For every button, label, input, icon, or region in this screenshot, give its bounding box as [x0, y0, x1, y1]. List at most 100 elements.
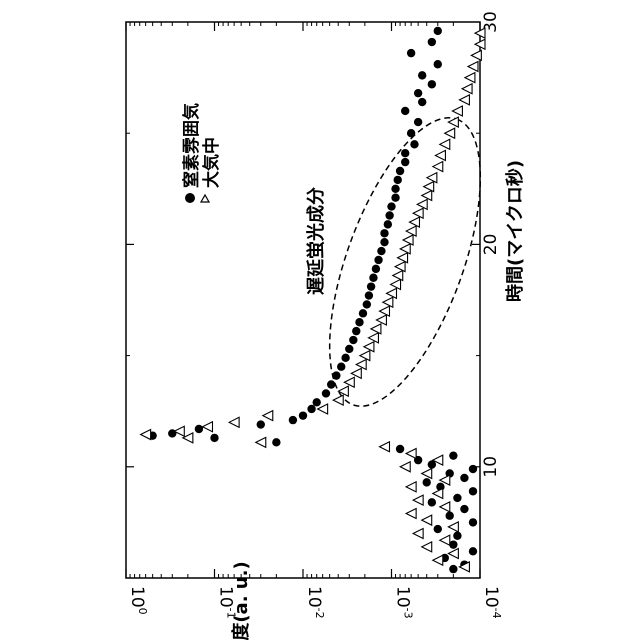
- data-point-nitrogen: [413, 117, 423, 127]
- data-point-air: [385, 287, 398, 300]
- data-point-nitrogen: [422, 478, 431, 487]
- data-point-nitrogen: [288, 415, 298, 425]
- data-point-air: [438, 500, 451, 513]
- data-point-nitrogen: [449, 451, 458, 460]
- data-point-air: [354, 358, 367, 371]
- data-point-air: [181, 431, 194, 444]
- data-point-air: [473, 38, 486, 51]
- data-point-air: [404, 447, 417, 460]
- data-point-nitrogen: [393, 175, 402, 185]
- data-point-air: [431, 487, 444, 500]
- plot-frame: [125, 21, 481, 579]
- data-point-nitrogen: [391, 193, 400, 202]
- data-point-nitrogen: [401, 149, 410, 158]
- data-point-air: [389, 278, 402, 291]
- y-axis-title: 強度(a. u.): [230, 561, 252, 640]
- data-point-air: [337, 385, 349, 398]
- data-point-nitrogen: [358, 309, 368, 318]
- data-point-air: [422, 180, 435, 193]
- data-point-air: [420, 540, 433, 553]
- data-point-nitrogen: [312, 398, 321, 407]
- data-point-nitrogen: [364, 291, 374, 300]
- data-point-nitrogen: [345, 344, 354, 354]
- legend-marker-nitrogen: [185, 193, 195, 203]
- data-point-nitrogen: [380, 229, 389, 238]
- data-point-air: [254, 436, 267, 449]
- data-point-nitrogen: [341, 353, 350, 363]
- data-point-air: [408, 216, 421, 229]
- data-point-nitrogen: [401, 106, 410, 116]
- data-point-nitrogen: [371, 264, 381, 274]
- data-point-air: [415, 198, 428, 211]
- data-point-nitrogen: [327, 380, 336, 389]
- data-point-air: [447, 116, 459, 128]
- data-point-air: [398, 242, 411, 255]
- data-point-air: [420, 189, 433, 202]
- data-point-nitrogen: [468, 487, 478, 496]
- data-point-nitrogen: [401, 157, 410, 167]
- x-tick-label: 10: [481, 456, 501, 478]
- data-point-nitrogen: [427, 498, 437, 507]
- y-tick-label: 10-4: [481, 586, 503, 619]
- data-point-nitrogen: [355, 318, 364, 327]
- data-point-nitrogen: [460, 504, 469, 514]
- data-point-air: [451, 105, 463, 117]
- data-point-air: [447, 520, 459, 533]
- data-point-air: [411, 494, 424, 507]
- y-tick-label: 10-2: [304, 586, 326, 619]
- data-point-air: [425, 171, 438, 184]
- data-point-nitrogen: [427, 80, 437, 89]
- data-point-nitrogen: [453, 493, 462, 503]
- data-point-nitrogen: [427, 37, 437, 47]
- data-point-air: [438, 474, 451, 487]
- data-point-nitrogen: [445, 469, 454, 478]
- data-point-air: [404, 225, 417, 237]
- data-point-air: [369, 323, 382, 335]
- data-point-nitrogen: [445, 511, 454, 520]
- data-point-air: [438, 534, 451, 547]
- data-point-nitrogen: [449, 540, 458, 549]
- data-point-air: [404, 480, 417, 493]
- data-point-air: [396, 251, 409, 264]
- legend-label-air: 大気中: [201, 137, 222, 188]
- data-point-nitrogen: [307, 404, 316, 414]
- data-point-nitrogen: [453, 531, 462, 540]
- data-point-air: [470, 49, 482, 62]
- data-point-air: [331, 394, 344, 406]
- data-point-nitrogen: [406, 48, 416, 58]
- data-point-air: [350, 367, 362, 380]
- data-point-air: [473, 27, 486, 40]
- data-point-nitrogen: [391, 184, 400, 193]
- data-point-air: [358, 349, 371, 362]
- data-point-nitrogen: [332, 371, 341, 380]
- data-point-air: [139, 428, 152, 441]
- data-point-air: [438, 138, 451, 151]
- data-point-air: [420, 467, 433, 480]
- data-point-nitrogen: [410, 140, 419, 149]
- data-point-air: [261, 409, 274, 422]
- data-point-nitrogen: [194, 424, 204, 434]
- data-point-air: [447, 547, 459, 560]
- y-tick-label: 10-3: [393, 586, 415, 619]
- data-point-air: [401, 234, 414, 246]
- data-point-nitrogen: [417, 97, 427, 107]
- x-tick-label: 30: [481, 11, 501, 33]
- data-point-air: [362, 340, 375, 353]
- data-point-nitrogen: [369, 273, 378, 282]
- x-axis-title: 時間(マイクロ秒): [504, 160, 526, 302]
- data-point-nitrogen: [468, 518, 478, 527]
- legend: 窒素雰囲気 大気中: [181, 103, 222, 203]
- data-point-air: [431, 454, 444, 467]
- data-point-nitrogen: [298, 411, 308, 420]
- annotation-label: 遅延蛍光成分: [305, 187, 327, 295]
- data-point-nitrogen: [468, 547, 478, 556]
- data-point-air: [434, 149, 446, 162]
- data-point-nitrogen: [433, 60, 442, 69]
- data-point-air: [458, 560, 470, 573]
- data-point-nitrogen: [413, 88, 423, 98]
- data-point-nitrogen: [272, 438, 281, 447]
- data-point-air: [343, 376, 355, 389]
- data-point-air: [378, 440, 391, 453]
- data-point-air: [404, 507, 417, 520]
